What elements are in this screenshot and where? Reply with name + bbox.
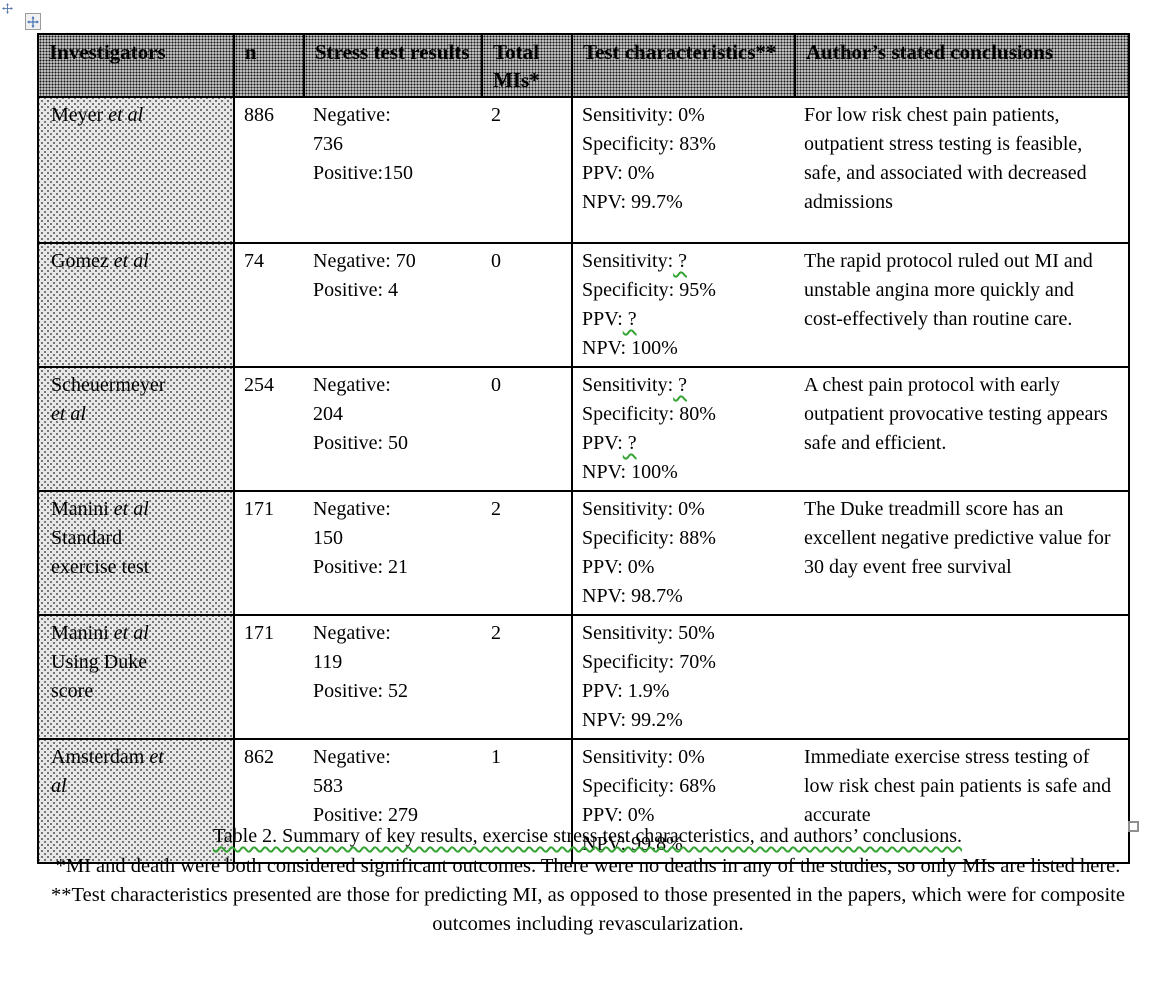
cell-conclusion[interactable]: For low risk chest pain patients, outpat… [795, 96, 1129, 244]
cell-stress-test-results[interactable]: Negative: 736 Positive:150 [304, 96, 482, 244]
cell-stress-test-results[interactable]: Negative: 583 Positive: 279 [304, 738, 482, 864]
header-authors-conclusions[interactable]: Author’s stated conclusions [794, 33, 1130, 98]
table-row: Scheuermeyer et al 254 Negative: 204 Positive… [38, 366, 1129, 492]
cell-total-mis[interactable]: 0 [482, 242, 573, 368]
cell-conclusion[interactable] [795, 614, 1129, 740]
cell-total-mis[interactable]: 2 [482, 96, 573, 244]
header-test-characteristics[interactable]: Test characteristics** [571, 33, 796, 98]
cell-investigators[interactable]: Amsterdam et al [38, 738, 235, 864]
move-arrows-icon [27, 15, 39, 28]
cell-conclusion[interactable]: Immediate exercise stress testing of low… [795, 738, 1129, 864]
cell-total-mis[interactable]: 2 [482, 614, 573, 740]
cell-n[interactable]: 886 [234, 96, 304, 244]
header-total-mis[interactable]: Total MIs* [481, 33, 573, 98]
cell-n[interactable]: 74 [234, 242, 304, 368]
cell-test-characteristics[interactable]: Sensitivity: 0% Specificity: 83% PPV: 0% NP… [572, 96, 795, 244]
cell-n[interactable]: 171 [234, 490, 304, 616]
table-footnotes[interactable]: *MI and death were both considered signi… [51, 855, 1125, 935]
cell-test-characteristics[interactable]: Sensitivity: 0% Specificity: 68% PPV: 0% NP… [572, 738, 795, 864]
table-row: Manini et al Standard exercise test 171 Nega… [38, 490, 1129, 616]
cell-test-characteristics[interactable]: Sensitivity: ? Specificity: 95% PPV: ? NPV:… [572, 242, 795, 368]
table-move-handle[interactable] [25, 13, 41, 30]
summary-table: Investigators n Stress test results Tota… [37, 33, 1130, 864]
table-row: Meyer et al 886 Negative: 736 Positive:150 2 S… [38, 96, 1129, 244]
cell-total-mis[interactable]: 0 [482, 366, 573, 492]
cell-investigators[interactable]: Gomez et al [38, 242, 235, 368]
caption-text: Table 2. Summary of key results, exercis… [212, 825, 963, 847]
header-stress-test-results[interactable]: Stress test results [303, 33, 483, 98]
cell-investigators[interactable]: Scheuermeyer et al [38, 366, 235, 492]
cell-total-mis[interactable]: 2 [482, 490, 573, 616]
table-body: Meyer et al 886 Negative: 736 Positive:150 2 S… [38, 96, 1129, 864]
cell-stress-test-results[interactable]: Negative: 150 Positive: 21 [304, 490, 482, 616]
move-arrows-icon [1, 2, 13, 14]
cell-conclusion[interactable]: A chest pain protocol with early outpati… [795, 366, 1129, 492]
cell-stress-test-results[interactable]: Negative: 204 Positive: 50 [304, 366, 482, 492]
cell-investigators[interactable]: Meyer et al [38, 96, 235, 244]
cell-investigators[interactable]: Manini et al Standard exercise test [38, 490, 235, 616]
cell-test-characteristics[interactable]: Sensitivity: 0% Specificity: 88% PPV: 0% NP… [572, 490, 795, 616]
anchor-cross-icon [1, 2, 13, 14]
table-header-row: Investigators n Stress test results Tota… [37, 33, 1130, 98]
cell-n[interactable]: 254 [234, 366, 304, 492]
cell-n[interactable]: 862 [234, 738, 304, 864]
table-row: Amsterdam et al 862 Negative: 583 Positive: 2… [38, 738, 1129, 864]
cell-stress-test-results[interactable]: Negative: 70 Positive: 4 [304, 242, 482, 368]
header-investigators[interactable]: Investigators [37, 33, 235, 98]
cell-stress-test-results[interactable]: Negative: 119 Positive: 52 [304, 614, 482, 740]
cell-conclusion[interactable]: The rapid protocol ruled out MI and unst… [795, 242, 1129, 368]
table-resize-handle[interactable] [1128, 821, 1139, 832]
table-row: Gomez et al 74 Negative: 70 Positive: 4 0 Sen… [38, 242, 1129, 368]
cell-investigators[interactable]: Manini et al Using Duke score [38, 614, 235, 740]
cell-conclusion[interactable]: The Duke treadmill score has an excellen… [795, 490, 1129, 616]
table-caption[interactable]: Table 2. Summary of key results, exercis… [0, 822, 1175, 851]
cell-test-characteristics[interactable]: Sensitivity: ? Specificity: 80% PPV: ? NPV:… [572, 366, 795, 492]
cell-n[interactable]: 171 [234, 614, 304, 740]
table-row: Manini et al Using Duke score 171 Negative: 1… [38, 614, 1129, 740]
cell-test-characteristics[interactable]: Sensitivity: 50% Specificity: 70% PPV: 1.9… [572, 614, 795, 740]
header-n[interactable]: n [233, 33, 305, 98]
cell-total-mis[interactable]: 1 [482, 738, 573, 864]
